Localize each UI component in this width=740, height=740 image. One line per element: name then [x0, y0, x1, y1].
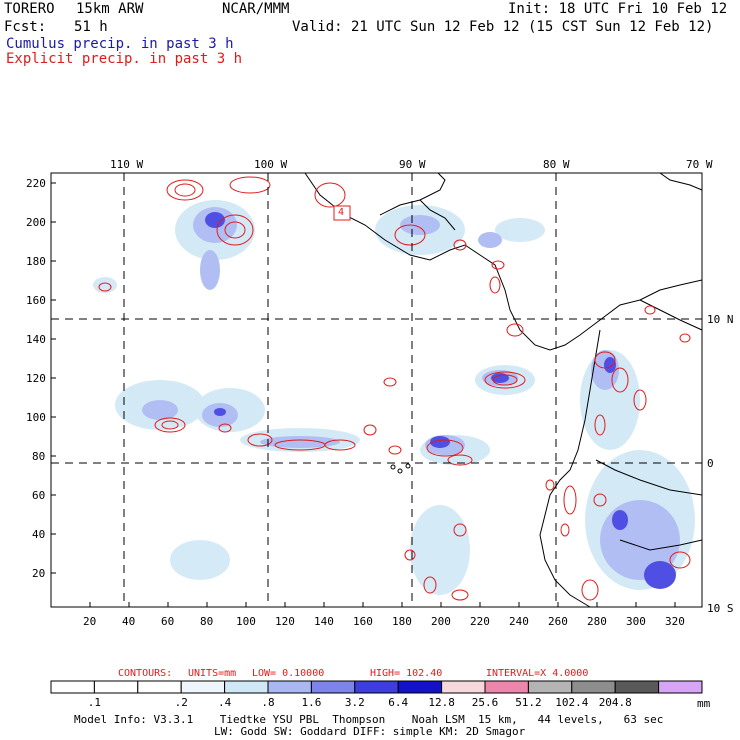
legend-swatch [93, 680, 139, 694]
legend-label: 12.8 [428, 696, 455, 709]
forecast-hours: 51 h [74, 19, 108, 35]
x-tick-label: 240 [509, 615, 529, 628]
y-tick-label: 140 [26, 333, 46, 346]
contour-label-box [333, 205, 351, 221]
legend-label: .2 [174, 696, 188, 709]
lat-label-10n: 10 N [707, 313, 734, 326]
legend-label: 204.8 [598, 696, 632, 709]
x-tick-label: 300 [626, 615, 646, 628]
legend-swatch [527, 680, 573, 694]
legend-unit: mm [697, 697, 711, 710]
legend-swatch [441, 680, 486, 694]
lon-label-70w: 70 W [686, 158, 713, 171]
x-tick-label: 80 [200, 615, 214, 628]
contour-box-label: 4 [338, 207, 345, 218]
contours-high: HIGH= 102.40 [370, 668, 443, 679]
x-tick-label: 320 [665, 615, 685, 628]
explicit-precip-contours [98, 176, 691, 601]
x-tick-label: 60 [161, 615, 175, 628]
coastlines [304, 172, 703, 608]
lat-label-0: 0 [707, 457, 714, 470]
legend-swatch [310, 680, 356, 694]
legend-label: 25.6 [471, 696, 499, 709]
model-name: TORERO [4, 1, 55, 17]
explicit-precip-label: Explicit precip. in past 3 h [6, 51, 243, 67]
center-name: NCAR/MMM [222, 1, 290, 17]
y-tick-label: 200 [26, 216, 46, 229]
x-tick-label: 180 [392, 615, 412, 628]
legend-label: .1 [87, 696, 102, 709]
init-time: Init: 18 UTC Fri 10 Feb 12 [508, 1, 728, 17]
legend-swatch [571, 680, 616, 694]
forecast-label: Fcst: [4, 19, 47, 35]
legend-swatch [484, 680, 529, 694]
x-tick-label: 100 [236, 615, 256, 628]
legend-label: 3.2 [344, 696, 365, 709]
x-tick-label: 160 [353, 615, 373, 628]
contours-interval: INTERVAL=X 4.0000 [486, 668, 589, 679]
y-tick-label: 20 [32, 567, 46, 580]
legend-label: .8 [261, 696, 275, 709]
y-tick-label: 60 [32, 489, 46, 502]
x-tick-label: 200 [431, 615, 451, 628]
contours-units: UNITS=mm [188, 668, 237, 679]
lon-label-100w: 100 W [254, 158, 288, 171]
lon-label-110w: 110 W [110, 158, 144, 171]
model-info-line2: LW: Godd SW: Goddard DIFF: simple KM: 2D… [214, 725, 526, 738]
legend-swatch [354, 680, 399, 694]
y-tick-label: 80 [32, 450, 46, 463]
contours-label: CONTOURS: [118, 668, 173, 679]
x-tick-label: 120 [275, 615, 295, 628]
legend-swatch [224, 680, 269, 694]
y-tick-label: 100 [26, 411, 46, 424]
x-tick-label: 260 [548, 615, 568, 628]
x-tick-label: 20 [83, 615, 97, 628]
legend-label: 51.2 [515, 696, 542, 709]
legend-swatch [50, 680, 95, 694]
lat-lon-grid [51, 173, 702, 607]
legend-label: 6.4 [388, 696, 409, 709]
x-tick-label: 220 [470, 615, 490, 628]
contours-low: LOW= 0.10000 [252, 668, 325, 679]
y-tick-label: 40 [32, 528, 46, 541]
axis-ticks [51, 182, 676, 607]
legend-swatch [658, 680, 703, 694]
legend-swatch [137, 680, 182, 694]
model-info-line1: Model Info: V3.3.1 Tiedtke YSU PBL Thomp… [74, 713, 664, 726]
legend-swatch [180, 680, 226, 694]
lon-label-80w: 80 W [543, 158, 570, 171]
cumulus-precip-label: Cumulus precip. in past 3 h [6, 36, 234, 52]
legend-swatch [397, 680, 443, 694]
x-tick-label: 40 [122, 615, 136, 628]
legend-label: 102.4 [555, 696, 589, 709]
legend-swatch [267, 680, 312, 694]
y-tick-label: 120 [26, 372, 46, 385]
valid-time: Valid: 21 UTC Sun 12 Feb 12 (15 CST Sun … [292, 19, 714, 35]
x-tick-label: 140 [314, 615, 334, 628]
legend-label: .4 [218, 696, 232, 709]
lon-label-90w: 90 W [399, 158, 426, 171]
legend-label: 1.6 [301, 696, 322, 709]
y-tick-label: 220 [26, 177, 46, 190]
y-tick-label: 160 [26, 294, 46, 307]
y-tick-label: 180 [26, 255, 46, 268]
lat-label-10s: 10 S [707, 602, 734, 615]
legend-swatch [614, 680, 660, 694]
model-resolution: 15km ARW [76, 1, 144, 17]
x-tick-label: 280 [587, 615, 607, 628]
legend-color-bar [50, 680, 703, 694]
